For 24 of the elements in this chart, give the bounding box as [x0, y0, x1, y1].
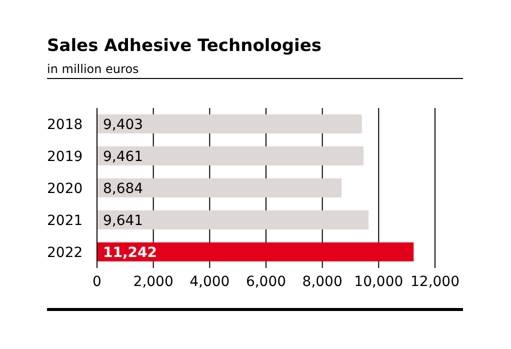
x-tick-label: 12,000 [410, 274, 460, 290]
data-label: 8,684 [103, 180, 144, 197]
x-tick-label: 6,000 [246, 274, 286, 290]
y-tick-label: 2021 [47, 212, 83, 229]
bar [97, 178, 342, 198]
x-tick-label: 8,000 [302, 274, 342, 290]
bar [97, 210, 369, 230]
bar [97, 114, 362, 134]
data-label: 9,641 [103, 212, 144, 229]
data-label: 9,403 [103, 116, 144, 133]
bar [97, 146, 364, 166]
x-tick-label: 2,000 [133, 274, 174, 290]
y-tick-label: 2019 [47, 148, 83, 165]
x-tick-label: 10,000 [354, 274, 404, 290]
chart-title: Sales Adhesive Technologies [47, 36, 322, 56]
y-tick-label: 2020 [47, 180, 83, 197]
y-tick-label: 2018 [47, 116, 83, 133]
y-tick-label: 2022 [47, 244, 83, 261]
x-tick-label: 4,000 [190, 274, 230, 290]
x-tick-label: 0 [92, 274, 102, 290]
chart-subtitle: in million euros [47, 62, 139, 76]
bar [97, 242, 414, 262]
data-label: 11,242 [103, 244, 158, 261]
data-label: 9,461 [103, 148, 144, 165]
